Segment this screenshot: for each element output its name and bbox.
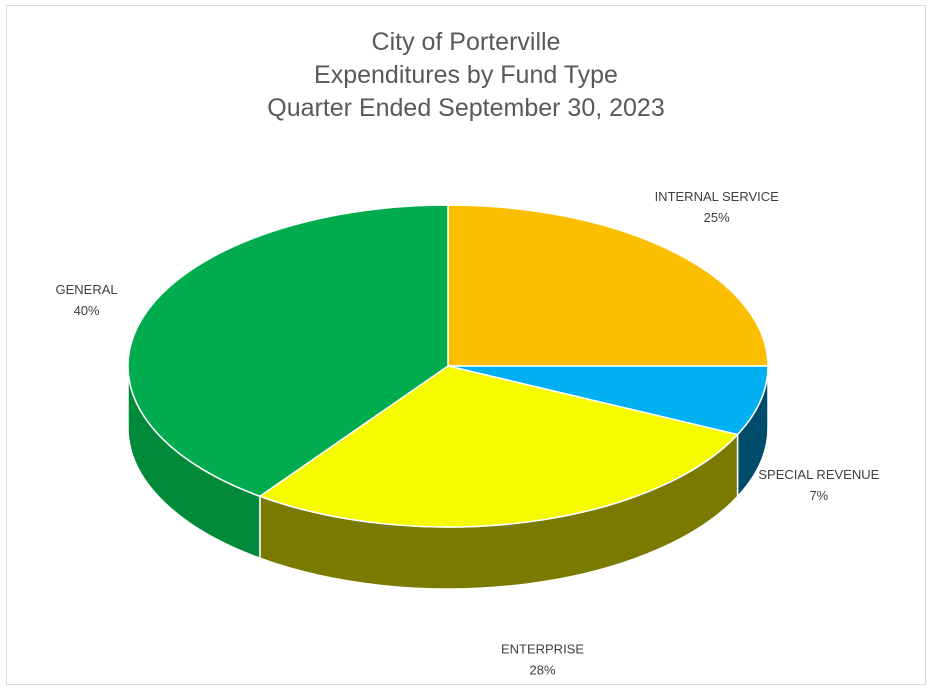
chart-title-line-1: City of Porterville [371, 28, 561, 56]
data-label-special-revenue: SPECIAL REVENUE 7% [758, 467, 879, 503]
data-label-enterprise: ENTERPRISE 28% [501, 642, 584, 678]
pie-tops [127, 204, 769, 528]
pie-slice-special-revenue [447, 365, 769, 436]
chart-title: City of Porterville Expenditures by Fund… [7, 26, 925, 125]
chart-title-line-2: Expenditures by Fund Type [314, 61, 618, 89]
pie-sides [127, 365, 769, 590]
data-label-general: GENERAL 40% [56, 282, 118, 318]
pie-slice-general [127, 204, 449, 498]
data-label-internal-service: INTERNAL SERVICE 25% [655, 189, 780, 225]
pie-labels: INTERNAL SERVICE 25% SPECIAL REVENUE 7% ENTE… [56, 189, 880, 677]
pie-slice-enterprise [258, 365, 739, 528]
chart-title-line-3: Quarter Ended September 30, 2023 [267, 94, 665, 122]
pie-slice-internal-service [447, 204, 769, 367]
